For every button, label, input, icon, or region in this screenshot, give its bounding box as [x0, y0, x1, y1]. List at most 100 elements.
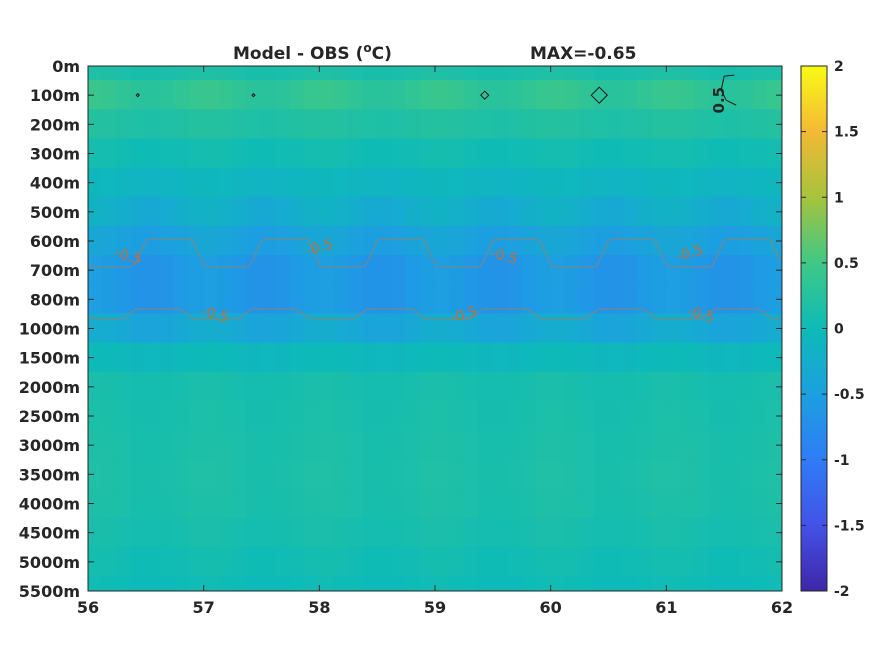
heatmap-cell	[752, 400, 769, 432]
heatmap-cell	[261, 255, 277, 286]
heatmap-cell	[232, 400, 248, 432]
heatmap-cell	[304, 138, 320, 169]
heatmap-cell	[622, 313, 638, 344]
heatmap-cell	[622, 430, 638, 461]
heatmap-cell	[116, 109, 132, 140]
heatmap-cell	[651, 459, 667, 490]
colorbar-tick-label: 0.5	[834, 256, 859, 272]
heatmap-cell	[506, 66, 523, 82]
heatmap-cell	[767, 342, 782, 373]
heatmap-cell	[752, 313, 769, 344]
heatmap-cell	[420, 517, 436, 548]
heatmap-cell	[347, 371, 364, 402]
heatmap-cell	[318, 342, 335, 373]
heatmap-cell	[665, 255, 682, 286]
heatmap-cell	[506, 342, 523, 373]
heatmap-cell	[217, 459, 234, 490]
heatmap-cell	[492, 196, 508, 227]
heatmap-cell	[680, 459, 696, 490]
heatmap-cell	[174, 459, 190, 490]
y-tick-label: 700m	[30, 261, 80, 280]
heatmap-cell	[145, 109, 161, 140]
heatmap-cell	[738, 167, 754, 198]
heatmap-cell	[289, 430, 306, 461]
heatmap-cell	[376, 66, 393, 82]
heatmap-cell	[88, 371, 103, 402]
heatmap-cell	[318, 371, 335, 402]
heatmap-cell	[318, 575, 335, 591]
heatmap-cell	[622, 575, 638, 591]
heatmap-cell	[217, 400, 234, 432]
heatmap-cell	[463, 66, 479, 82]
heatmap-cell	[420, 138, 436, 169]
heatmap-cell	[318, 196, 335, 227]
heatmap-cell	[579, 138, 595, 169]
heatmap-cell	[333, 109, 349, 140]
heatmap-cell	[347, 342, 364, 373]
heatmap-cell	[564, 138, 581, 169]
heatmap-cell	[680, 371, 696, 402]
heatmap-cell	[318, 430, 335, 461]
heatmap-cell	[261, 342, 277, 373]
heatmap-cell	[767, 196, 782, 227]
heatmap-cell	[767, 109, 782, 140]
heatmap-cell	[376, 488, 393, 519]
heatmap-cell	[767, 575, 782, 591]
heatmap-cell	[709, 459, 725, 490]
heatmap-cell	[116, 430, 132, 461]
heatmap-cell	[102, 371, 118, 402]
heatmap-cell	[405, 167, 422, 198]
heatmap-cell	[145, 430, 161, 461]
heatmap-cell	[506, 138, 523, 169]
heatmap-cell	[405, 225, 422, 257]
heatmap-cell	[593, 255, 609, 286]
heatmap-cell	[203, 517, 219, 548]
heatmap-cell	[651, 66, 667, 82]
heatmap-cell	[174, 575, 190, 591]
heatmap-cell	[88, 255, 103, 286]
heatmap-cell	[622, 546, 638, 577]
heatmap-cell	[261, 138, 277, 169]
heatmap-cell	[318, 255, 335, 286]
heatmap-cell	[217, 575, 234, 591]
heatmap-cell	[275, 66, 291, 82]
heatmap-cell	[116, 255, 132, 286]
heatmap-cell	[289, 138, 306, 169]
heatmap-cell	[376, 371, 393, 402]
heatmap-cell	[767, 313, 782, 344]
colorbar-tick-label: 2	[834, 59, 844, 75]
heatmap-cell	[535, 371, 552, 402]
heatmap-cell	[232, 313, 248, 344]
heatmap-cell	[145, 517, 161, 548]
heatmap-cell	[420, 167, 436, 198]
heatmap-cell	[593, 575, 609, 591]
heatmap-cell	[492, 342, 508, 373]
heatmap-cell	[636, 167, 653, 198]
heatmap-cell	[709, 400, 725, 432]
heatmap-cell	[564, 167, 581, 198]
heatmap-cell	[275, 400, 291, 432]
heatmap-cell	[376, 459, 393, 490]
heatmap-cell	[579, 459, 595, 490]
heatmap-cell	[593, 342, 609, 373]
heatmap-cell	[188, 371, 205, 402]
heatmap-cell	[88, 575, 103, 591]
heatmap-cell	[535, 225, 552, 257]
y-tick-label: 1000m	[19, 320, 80, 339]
heatmap-cell	[246, 400, 262, 432]
heatmap-cell	[752, 517, 769, 548]
heatmap-cell	[694, 342, 711, 373]
heatmap-cell	[521, 138, 537, 169]
heatmap-cell	[275, 517, 291, 548]
heatmap-cell	[463, 167, 479, 198]
heatmap-cell	[694, 575, 711, 591]
heatmap-cell	[608, 196, 624, 227]
heatmap-cell	[449, 284, 465, 315]
heatmap-cell	[275, 138, 291, 169]
heatmap-cell	[709, 371, 725, 402]
heatmap-cell	[333, 430, 349, 461]
heatmap-cell	[145, 80, 161, 111]
heatmap-cell	[463, 255, 479, 286]
heatmap-cell	[174, 225, 190, 257]
heatmap-cell	[261, 196, 277, 227]
